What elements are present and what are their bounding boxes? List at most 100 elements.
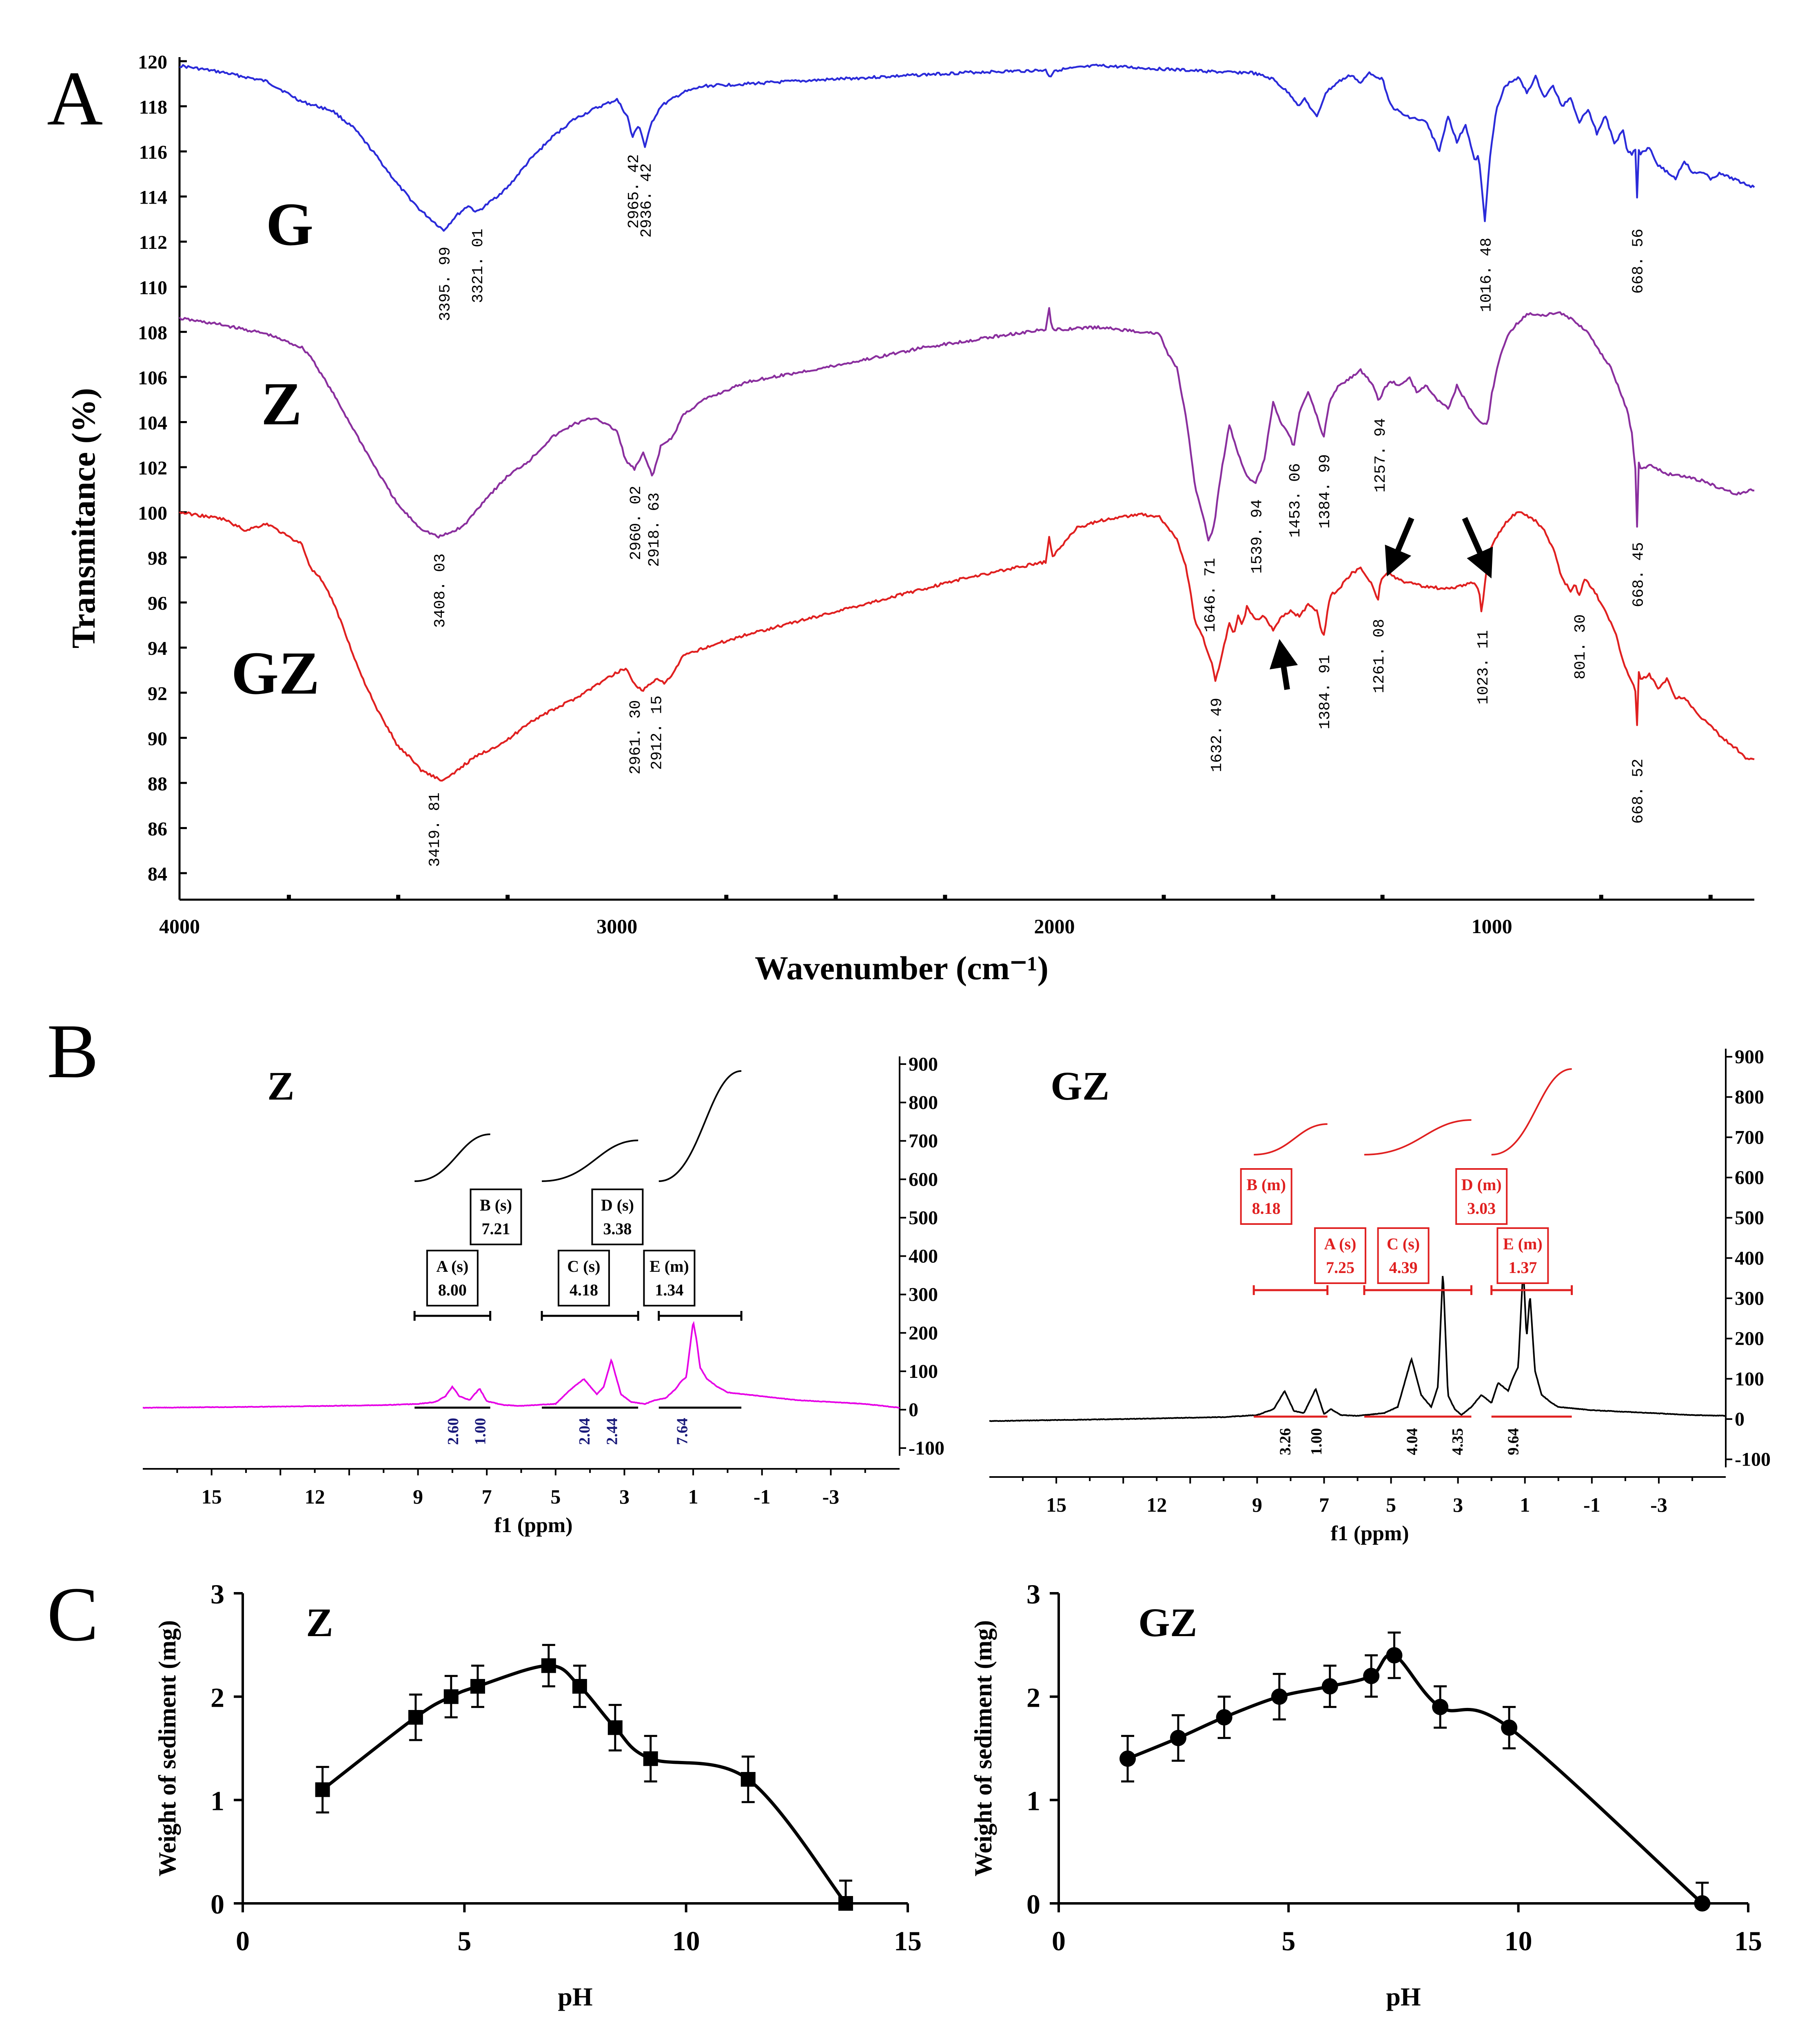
nmr-x-tick-label: -1 [1583,1493,1601,1516]
ftir-y-tick-label: 98 [148,548,167,569]
sed-point [541,1658,556,1673]
ftir-peak-label: 1384. 91 [1317,655,1334,729]
nmr-y-tick-label: 600 [909,1169,938,1190]
ftir-series-label-g: G [266,191,314,258]
ftir-peak-label: 1261. 08 [1371,619,1388,693]
sed-title: GZ [1138,1600,1197,1645]
ftir-peak-label: 801. 30 [1572,614,1589,680]
sed-point [1271,1688,1288,1705]
nmr-y-tick-label: 200 [909,1322,938,1344]
nmr-peak-label: C (s) [567,1257,600,1275]
ftir-peak-label: 3321. 01 [470,228,487,303]
ftir-x-tick-label: 4000 [159,915,200,938]
sed-point [1432,1699,1449,1715]
ftir-x-tick-label: 3000 [596,915,637,938]
nmr-x-tick-label: 15 [1046,1493,1066,1516]
ftir-y-tick-label: 102 [138,457,167,479]
nmr-y-tick-label: 300 [909,1284,938,1306]
sed-x-tick-label: 0 [1052,1925,1066,1956]
nmr-peak-label: D (m) [1461,1175,1502,1194]
nmr-x-tick-label: 5 [1386,1493,1396,1516]
ftir-peak-label: 3408. 03 [432,553,449,628]
ftir-peak-label: 1023. 11 [1475,630,1492,704]
sed-y-tick-label: 1 [211,1785,224,1816]
nmr-y-tick-label: 500 [1735,1207,1764,1229]
nmr-y-tick-label: 100 [1735,1368,1764,1390]
nmr-peak-value: 4.39 [1389,1258,1418,1277]
nmr-x-tick-label: 12 [1146,1493,1167,1516]
nmr-x-tick-label: 9 [1252,1493,1262,1516]
ftir-peak-label: 3419. 81 [426,792,444,867]
sed-y-tick-label: 3 [1026,1579,1040,1610]
nmr-integral-label: 2.04 [576,1418,593,1445]
ftir-y-tick-label: 100 [138,503,167,524]
nmr-peak-box [1377,1227,1430,1284]
nmr-integral-label: 2.60 [445,1418,462,1445]
panel-letter-b: B [47,1009,99,1094]
ftir-y-tick-label: 104 [138,412,167,434]
ftir-x-axis-label: Wavenumber (cm⁻¹) [755,949,1049,987]
nmr-x-tick-label: -3 [1650,1493,1667,1516]
nmr-peak-box [1240,1168,1292,1225]
ftir-peak-label: 1539. 94 [1249,499,1266,574]
ftir-series-gz [179,511,1755,782]
ftir-chart: 84 86 88 90 92 94 96 98 100 102 104 106 108 110 112 114… [65,51,1755,987]
nmr-peak-value: 7.25 [1326,1258,1354,1277]
nmr-x-tick-label: 5 [550,1485,561,1508]
nmr-x-tick-label: 7 [1319,1493,1329,1516]
sed-y-tick-label: 3 [211,1579,224,1610]
sed-point [1501,1719,1518,1736]
nmr-peak-box [643,1250,696,1306]
ftir-arrow [1269,639,1298,690]
nmr-y-tick-label: 200 [1735,1328,1764,1350]
nmr-y-tick-label: 900 [1735,1046,1764,1068]
sed-point [1170,1730,1186,1746]
ftir-y-tick-label: 110 [139,277,167,299]
nmr-x-axis-label: f1 (ppm) [1330,1522,1409,1545]
sed-x-tick-label: 10 [672,1925,700,1956]
sed-point [315,1782,330,1797]
nmr-x-tick-label: 12 [305,1485,325,1508]
ftir-peak-label: 1453. 06 [1287,463,1304,537]
ftir-x-tick-label: 2000 [1034,915,1075,938]
nmr-integral-curve [1491,1068,1572,1155]
nmr-peak-box [1455,1168,1508,1225]
sed-x-tick-label: 0 [236,1925,250,1956]
ftir-peak-label: 2960. 02 [627,486,645,560]
sed-x-tick-label: 15 [894,1925,922,1956]
sed-y-tick-label: 1 [1026,1785,1040,1816]
nmr-peak-value: 4.18 [570,1281,598,1299]
nmr-y-tick-label: 400 [909,1246,938,1267]
nmr-x-tick-label: 15 [202,1485,222,1508]
ftir-peak-label: 2918. 63 [646,492,663,567]
nmr-x-tick-label: -1 [754,1485,771,1508]
nmr-y-tick-label: 700 [909,1130,938,1152]
sed-point [1119,1750,1136,1767]
nmr-x-axis-label: f1 (ppm) [494,1514,572,1537]
ftir-y-tick-label: 118 [139,97,167,118]
nmr-y-tick-label: 300 [1735,1288,1764,1309]
ftir-y-axis-label: Transmitance (%) [65,388,102,648]
nmr-y-tick-label: 800 [909,1092,938,1113]
ftir-y-tick-label: 90 [148,728,167,750]
sed-point [1694,1895,1711,1912]
ftir-peak-label: 2936. 42 [638,163,656,237]
ftir-y-tick-label: 120 [138,51,167,73]
ftir-peak-label: 668. 45 [1630,542,1648,608]
ftir-y-tick-label: 96 [148,593,167,614]
sed-y-axis-label: Weight of sediment (mg) [154,1620,181,1876]
nmr-y-tick-label: -100 [1735,1449,1771,1470]
nmr-integral-curve [658,1070,742,1182]
ftir-series-label-z: Z [261,370,302,438]
ftir-y-tick-label: 108 [138,322,167,344]
nmr-y-tick-label: 100 [909,1361,938,1382]
ftir-arrow [1385,517,1414,577]
ftir-peak-label: 668. 56 [1630,228,1647,294]
ftir-series-z [179,307,1755,542]
sed-title: Z [306,1600,333,1645]
ftir-y-tick-label: 92 [148,683,167,705]
nmr-peak-box [1496,1227,1549,1284]
ftir-peak-label: 2961. 30 [627,700,645,774]
ftir-y-tick-label: 94 [148,638,167,659]
nmr-peak-label: A (s) [436,1257,468,1275]
